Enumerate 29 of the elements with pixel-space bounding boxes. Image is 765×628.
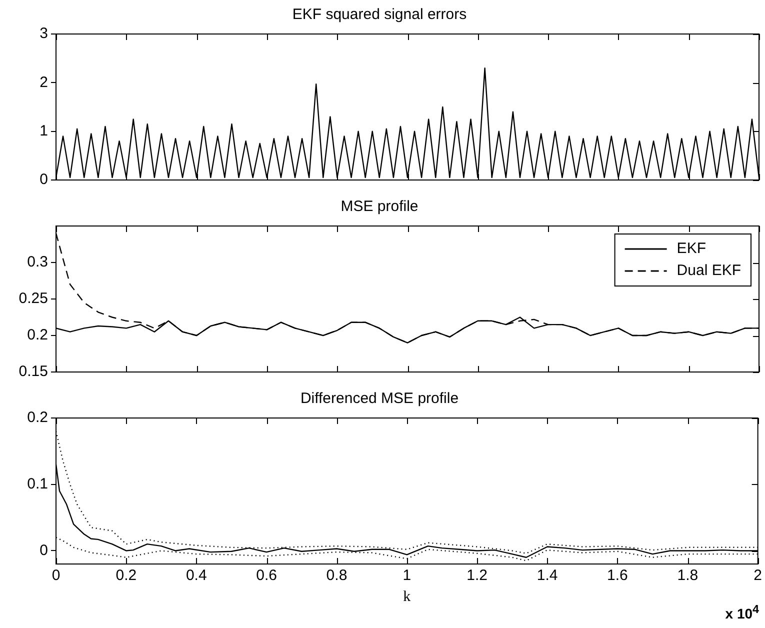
x-tick-label: 1.2	[466, 567, 488, 584]
x-tick-label: 0	[52, 567, 60, 584]
y-tick-label: 0.3	[27, 254, 48, 271]
y-tick-label: 0.25	[18, 290, 48, 308]
y-tick-label: 0.2	[27, 326, 48, 344]
chart-title: EKF squared signal errors	[292, 6, 467, 24]
y-tick-label: 0	[40, 542, 48, 559]
y-tick-label: 0.1	[27, 476, 48, 493]
x-tick-label: 0.2	[116, 567, 137, 584]
x-tick-label: 1.8	[677, 567, 698, 584]
x-tick-label: 0.8	[326, 567, 348, 584]
x-tick-label: 1.6	[607, 567, 628, 584]
x-tick-label: 1.4	[536, 567, 558, 584]
chart-title: Differenced MSE profile	[300, 390, 459, 408]
y-tick-label: 0	[40, 171, 48, 188]
text: x 10$^{4}$	[725, 603, 759, 622]
y-tick-label: 2	[40, 74, 48, 91]
y-tick-label: 3	[40, 25, 48, 42]
chart-title: MSE profile	[340, 198, 418, 216]
legend-label: Dual EKF	[676, 262, 742, 280]
y-tick-label: 1	[40, 122, 48, 140]
x-axis-title: k	[403, 588, 412, 605]
x-tick-label: 1	[402, 567, 412, 584]
y-tick-label: 0.15	[18, 363, 48, 380]
y-tick-label: 0.2	[27, 409, 48, 426]
x-tick-label: 0.4	[186, 567, 207, 584]
x-tick-label: 0.6	[256, 567, 277, 584]
x-tick-label: 2	[754, 567, 762, 584]
legend-label: EKF	[676, 240, 706, 258]
